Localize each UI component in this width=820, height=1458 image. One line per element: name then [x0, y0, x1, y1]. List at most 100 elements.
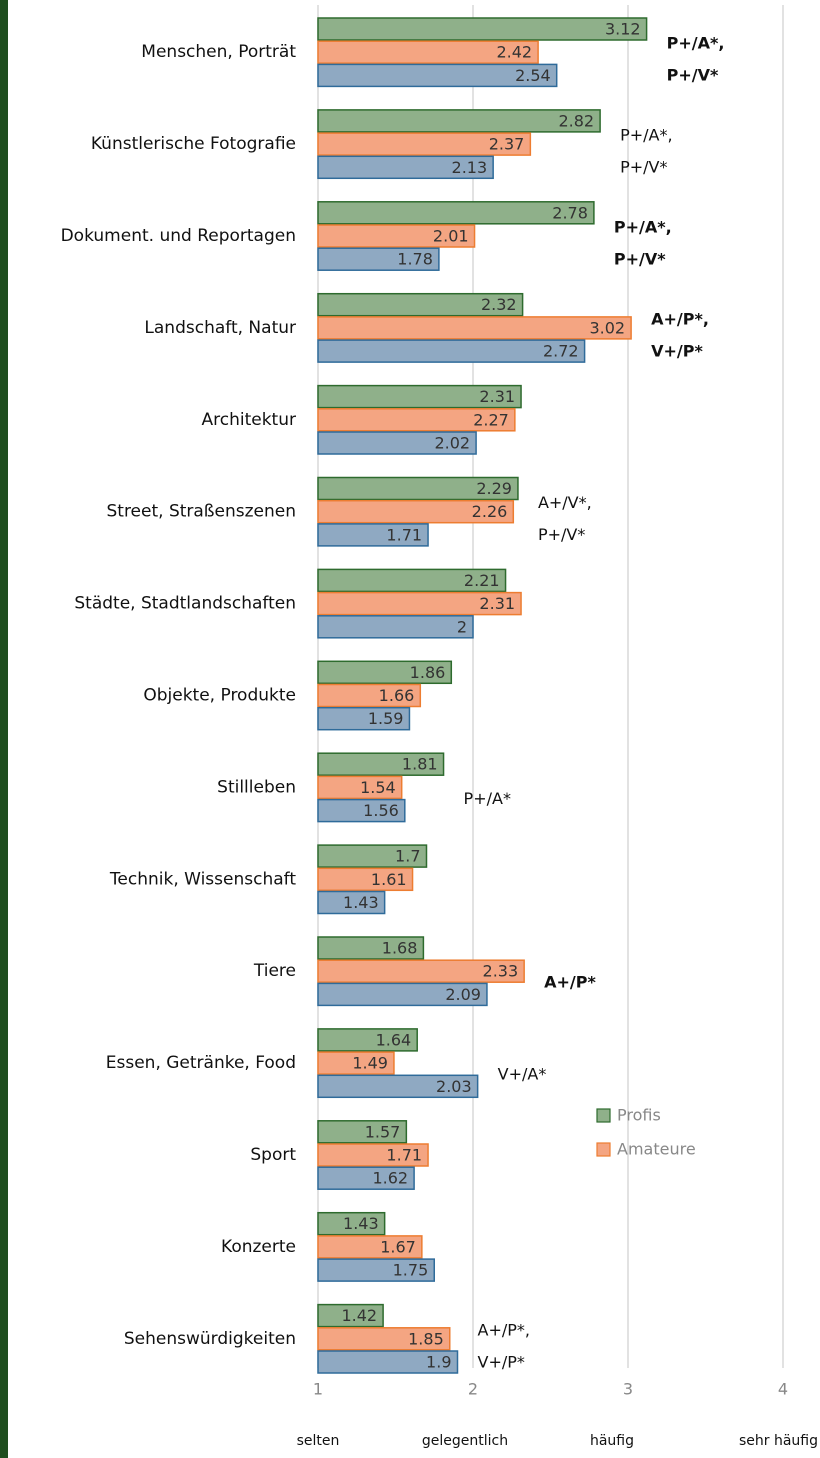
- category-label: Tiere: [253, 961, 296, 981]
- value-label: 1.71: [386, 1146, 422, 1165]
- value-label: 3.02: [589, 318, 625, 337]
- annotation: A+/P*: [544, 973, 596, 992]
- annotation: V+/A*: [498, 1065, 547, 1084]
- value-label: 1.54: [360, 778, 396, 797]
- value-label: 2.32: [481, 295, 517, 314]
- bar: [317, 316, 632, 340]
- bar: [317, 132, 532, 156]
- bar: [317, 706, 411, 731]
- value-label: 2.03: [436, 1077, 472, 1096]
- bar: [317, 568, 507, 593]
- bar: [317, 959, 525, 983]
- category-label: Stillleben: [217, 777, 296, 797]
- value-label: 2.37: [489, 135, 525, 154]
- annotation: A+/P*,: [478, 1320, 530, 1339]
- value-label: 2.78: [552, 203, 588, 222]
- annotation: P+/A*,: [667, 34, 725, 53]
- x-tick-label: 3: [623, 1380, 633, 1399]
- category-label: Dokument. und Reportagen: [61, 226, 296, 246]
- value-label: 2.31: [479, 594, 515, 613]
- value-label: 2.54: [515, 66, 551, 85]
- value-label: 2.13: [452, 158, 488, 177]
- value-label: 2.02: [434, 434, 470, 453]
- bar: [317, 431, 477, 455]
- bar: [317, 1258, 435, 1282]
- side-strip: [0, 0, 8, 1458]
- category-label: Landschaft, Natur: [144, 318, 296, 338]
- x-tick-description: häufig: [590, 1433, 634, 1449]
- bar: [317, 384, 522, 409]
- bar: [317, 798, 406, 823]
- category-label: Objekte, Produkte: [143, 686, 296, 706]
- value-label: 2.72: [543, 342, 579, 361]
- value-label: 2.27: [473, 410, 509, 429]
- bar: [317, 155, 494, 180]
- category-label: Konzerte: [221, 1237, 296, 1257]
- value-label: 1.66: [379, 686, 415, 705]
- bar: [317, 40, 539, 64]
- bar: [317, 591, 522, 616]
- bar: [317, 247, 440, 271]
- bar: [317, 1327, 451, 1351]
- annotation: P+/A*: [464, 789, 511, 808]
- value-label: 1.9: [426, 1353, 451, 1372]
- bar: [317, 1051, 395, 1075]
- value-label: 3.12: [605, 20, 641, 39]
- annotation: P+/V*: [620, 158, 667, 177]
- value-label: 1.86: [410, 663, 446, 682]
- x-tick-label: 4: [778, 1380, 788, 1399]
- annotation: P+/V*: [614, 250, 666, 269]
- legend-label: Amateure: [617, 1140, 696, 1159]
- bar: [317, 775, 403, 800]
- category-label: Menschen, Porträt: [141, 42, 296, 62]
- annotation: V+/P*: [651, 341, 703, 360]
- value-label: 1.59: [368, 709, 404, 728]
- bar: [317, 339, 586, 363]
- value-label: 1.75: [393, 1261, 429, 1280]
- bar: [317, 936, 425, 960]
- value-label: 2.29: [476, 479, 512, 498]
- category-label: Technik, Wissenschaft: [109, 869, 296, 889]
- value-label: 2.26: [472, 502, 508, 521]
- bar: [317, 615, 474, 639]
- bar: [317, 1211, 386, 1236]
- bar: [317, 109, 601, 133]
- annotation: P+/A*,: [614, 218, 672, 237]
- value-label: 2.31: [479, 387, 515, 406]
- bar: [317, 660, 453, 685]
- bar: [317, 408, 516, 432]
- bar: [317, 63, 558, 88]
- legend-swatch: [596, 1108, 611, 1123]
- bar: [317, 499, 515, 524]
- value-label: 1.42: [341, 1306, 377, 1325]
- category-label: Sehenswürdigkeiten: [124, 1329, 296, 1349]
- x-tick-description: gelegentlich: [422, 1433, 508, 1449]
- value-label: 2.42: [496, 43, 532, 62]
- annotation: A+/P*,: [651, 309, 709, 328]
- annotation: V+/P*: [478, 1352, 525, 1371]
- x-tick-label: 2: [468, 1380, 478, 1399]
- value-label: 1.7: [395, 847, 420, 866]
- category-label: Essen, Getränke, Food: [106, 1053, 296, 1073]
- bar: [317, 867, 414, 892]
- value-label: 2.21: [464, 571, 500, 590]
- category-label: Architektur: [202, 410, 297, 430]
- value-label: 1.61: [371, 870, 407, 889]
- bar: [317, 523, 429, 547]
- value-label: 2.09: [445, 985, 481, 1004]
- value-label: 1.78: [397, 250, 433, 269]
- value-label: 1.81: [402, 755, 438, 774]
- annotation: A+/V*,: [538, 493, 592, 512]
- bar: [317, 17, 648, 41]
- bar: [317, 201, 595, 225]
- value-label: 1.71: [386, 525, 422, 544]
- bar: [317, 1120, 408, 1144]
- value-label: 1.64: [376, 1030, 412, 1049]
- value-label: 1.49: [352, 1054, 388, 1073]
- bar: [317, 982, 488, 1007]
- bar: [317, 752, 445, 776]
- x-tick-description: selten: [297, 1433, 340, 1449]
- legend-swatch: [596, 1142, 611, 1157]
- bar: [317, 476, 519, 501]
